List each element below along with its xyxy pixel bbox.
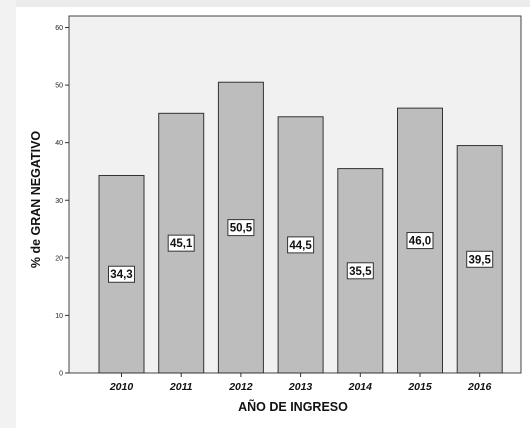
y-tick-label-0: 0 <box>59 371 63 378</box>
x-tick-label-2015: 2015 <box>407 381 432 393</box>
data-label-box-2011 <box>167 234 195 252</box>
data-label-2012: 50,5 <box>230 223 253 235</box>
data-label-box-2014 <box>346 262 374 280</box>
y-tick-label-1: 10 <box>55 313 63 320</box>
y-axis: 0 10 20 30 40 50 60 <box>55 25 69 378</box>
x-tick-label-2013: 2013 <box>288 381 313 393</box>
x-tick-label-2012: 2012 <box>228 381 253 393</box>
data-label-box-2013 <box>287 236 315 254</box>
y-tick-label-6: 60 <box>55 25 63 32</box>
y-tick-label-3: 30 <box>55 198 63 205</box>
data-label-2015: 46,0 <box>409 236 431 248</box>
x-tick-labels: 2010 2011 2012 2013 2014 2015 2016 <box>109 373 492 393</box>
y-axis-title: % de GRAN NEGATIVO <box>29 131 43 269</box>
y-tick-label-5: 50 <box>55 83 63 90</box>
y-tick-label-2: 20 <box>55 255 63 262</box>
x-axis-title: AÑO DE INGRESO <box>238 399 348 414</box>
data-label-2014: 35,5 <box>349 266 372 278</box>
data-label-box-2016 <box>466 250 494 268</box>
x-tick-label-2011: 2011 <box>169 381 193 393</box>
x-tick-label-2014: 2014 <box>348 381 373 393</box>
data-label-2013: 44,5 <box>289 240 312 252</box>
bars: 34,3 45,1 50,5 44,5 35,5 46,0 39,5 <box>98 81 503 374</box>
data-label-2016: 39,5 <box>469 254 492 266</box>
data-label-box-2012 <box>227 219 255 237</box>
y-tick-label-4: 40 <box>55 140 63 147</box>
data-label-box-2010 <box>108 265 135 283</box>
data-label-box-2015 <box>406 232 434 250</box>
data-label-2011: 45,1 <box>170 238 193 250</box>
top-border <box>0 0 530 7</box>
bar-2011 <box>158 112 205 374</box>
x-tick-label-2010: 2010 <box>109 381 134 393</box>
left-border <box>0 0 16 428</box>
x-tick-label-2016: 2016 <box>467 381 492 393</box>
data-label-2010: 34,3 <box>110 269 132 281</box>
